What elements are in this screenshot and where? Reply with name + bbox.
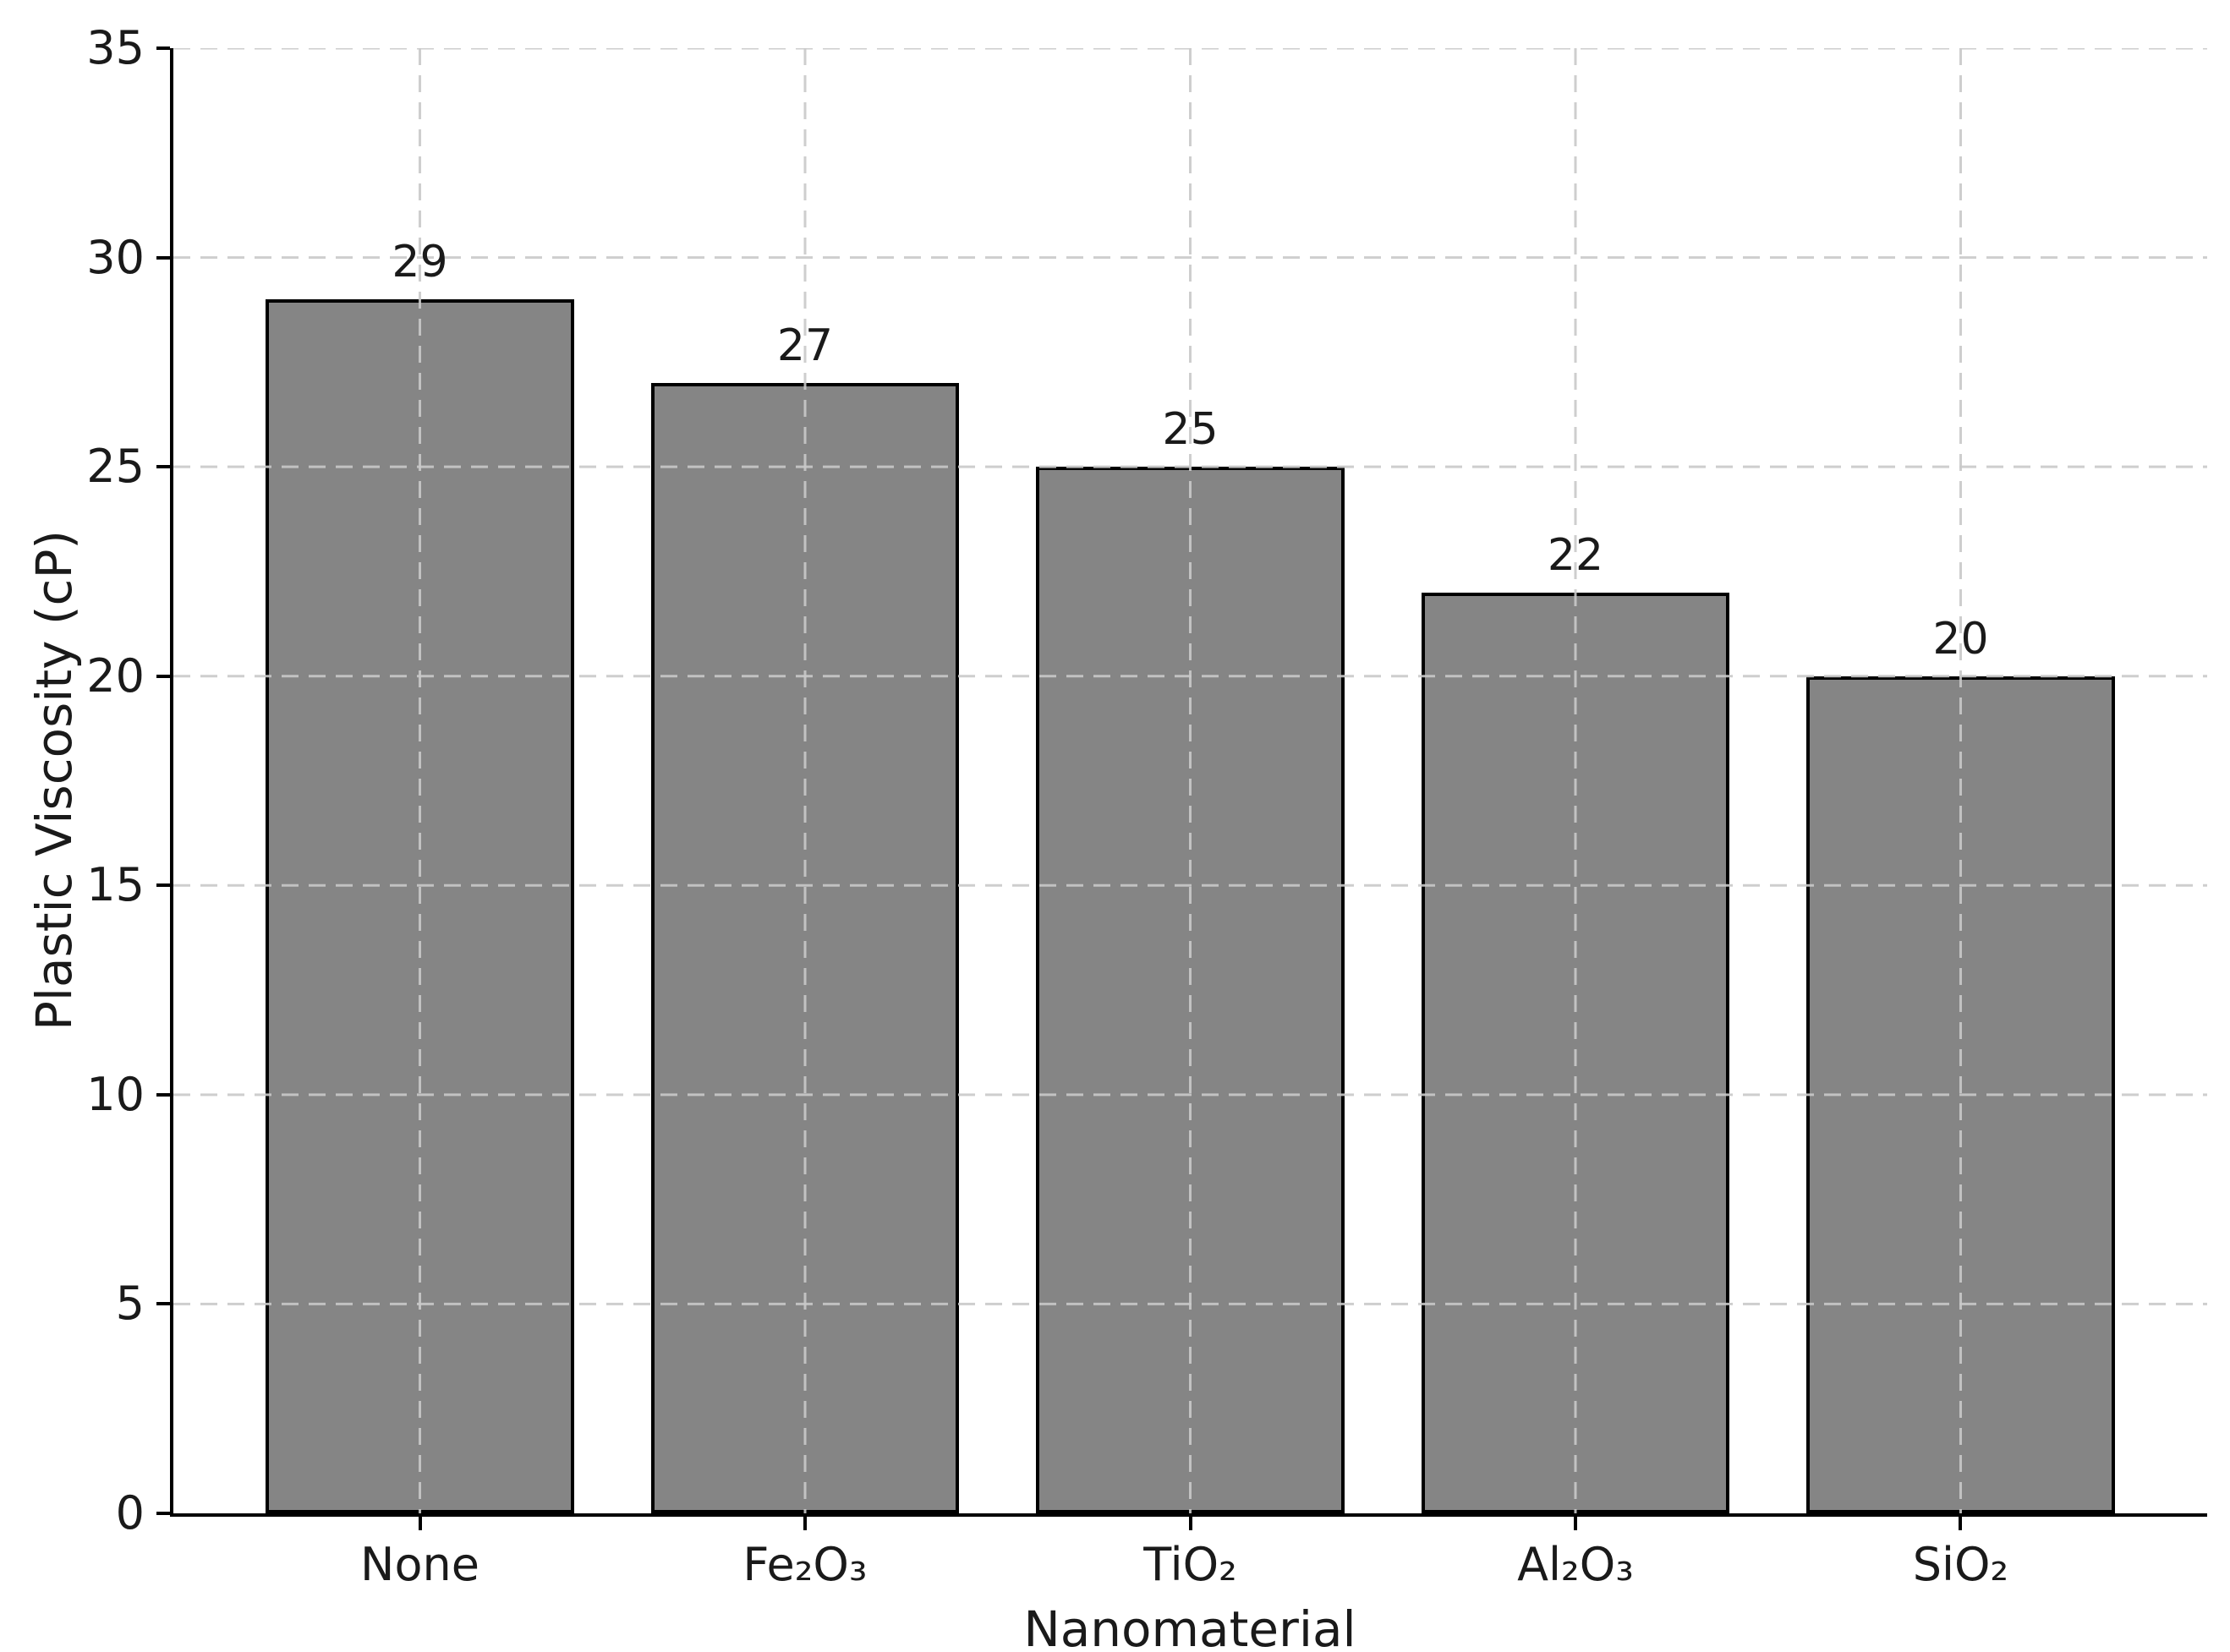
y-tick-label-35: 35: [86, 21, 145, 74]
x-axis-spine: [170, 1513, 2207, 1517]
bar-value-label-none: 29: [392, 237, 448, 288]
bar-value-label-sio2: 20: [1932, 613, 1989, 665]
x-tick-label-tio2: TiO₂: [1143, 1538, 1237, 1591]
y-tick-mark-30: [156, 255, 170, 260]
y-tick-label-5: 5: [115, 1277, 145, 1331]
bar-value-label-al2o3: 22: [1547, 529, 1604, 581]
y-tick-mark-25: [156, 465, 170, 469]
x-tick-label-sio2: SiO₂: [1912, 1538, 2009, 1591]
y-tick-label-25: 25: [86, 440, 145, 494]
x-tick-mark-al2o3: [1573, 1517, 1577, 1530]
x-axis-title: Nanomaterial: [1023, 1600, 1356, 1652]
y-tick-label-30: 30: [86, 230, 145, 284]
y-tick-label-15: 15: [86, 858, 145, 912]
bar-none: [266, 299, 574, 1513]
x-tick-mark-fe2o3: [803, 1517, 807, 1530]
y-tick-mark-35: [156, 46, 170, 50]
y-tick-mark-5: [156, 1302, 170, 1306]
x-tick-mark-tio2: [1188, 1517, 1192, 1530]
y-tick-mark-15: [156, 883, 170, 888]
y-tick-mark-10: [156, 1092, 170, 1097]
y-tick-mark-20: [156, 674, 170, 678]
gridlines-layer: [173, 48, 2207, 1513]
x-tick-label-none: None: [360, 1538, 479, 1591]
bar-value-label-tio2: 25: [1162, 404, 1219, 456]
x-tick-label-al2o3: Al₂O₃: [1517, 1538, 1634, 1591]
x-tick-mark-none: [418, 1517, 422, 1530]
y-tick-mark-0: [156, 1512, 170, 1515]
x-tick-mark-sio2: [1959, 1517, 1963, 1530]
plot-area: 29 27 25 22 20: [170, 48, 2207, 1517]
bar-value-labels-layer: 29 27 25 22 20: [173, 48, 2207, 1513]
y-axis-title: Plastic Viscosity (cP): [25, 529, 83, 1031]
y-tick-label-0: 0: [115, 1486, 145, 1540]
y-tick-label-10: 10: [86, 1067, 145, 1121]
y-axis-spine: [170, 48, 173, 1513]
bar-value-label-fe2o3: 27: [776, 320, 834, 372]
x-tick-label-fe2o3: Fe₂O₃: [742, 1538, 868, 1591]
y-tick-label-20: 20: [86, 648, 145, 703]
